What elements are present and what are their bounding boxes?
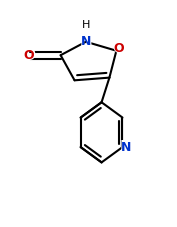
Text: O: O — [23, 49, 34, 62]
Text: O: O — [114, 42, 124, 55]
Text: N: N — [119, 140, 132, 155]
Text: O: O — [113, 41, 125, 57]
Text: H: H — [82, 20, 90, 30]
Text: N: N — [79, 34, 92, 49]
Text: N: N — [81, 35, 91, 48]
Text: O: O — [22, 48, 35, 63]
Text: N: N — [120, 141, 131, 154]
